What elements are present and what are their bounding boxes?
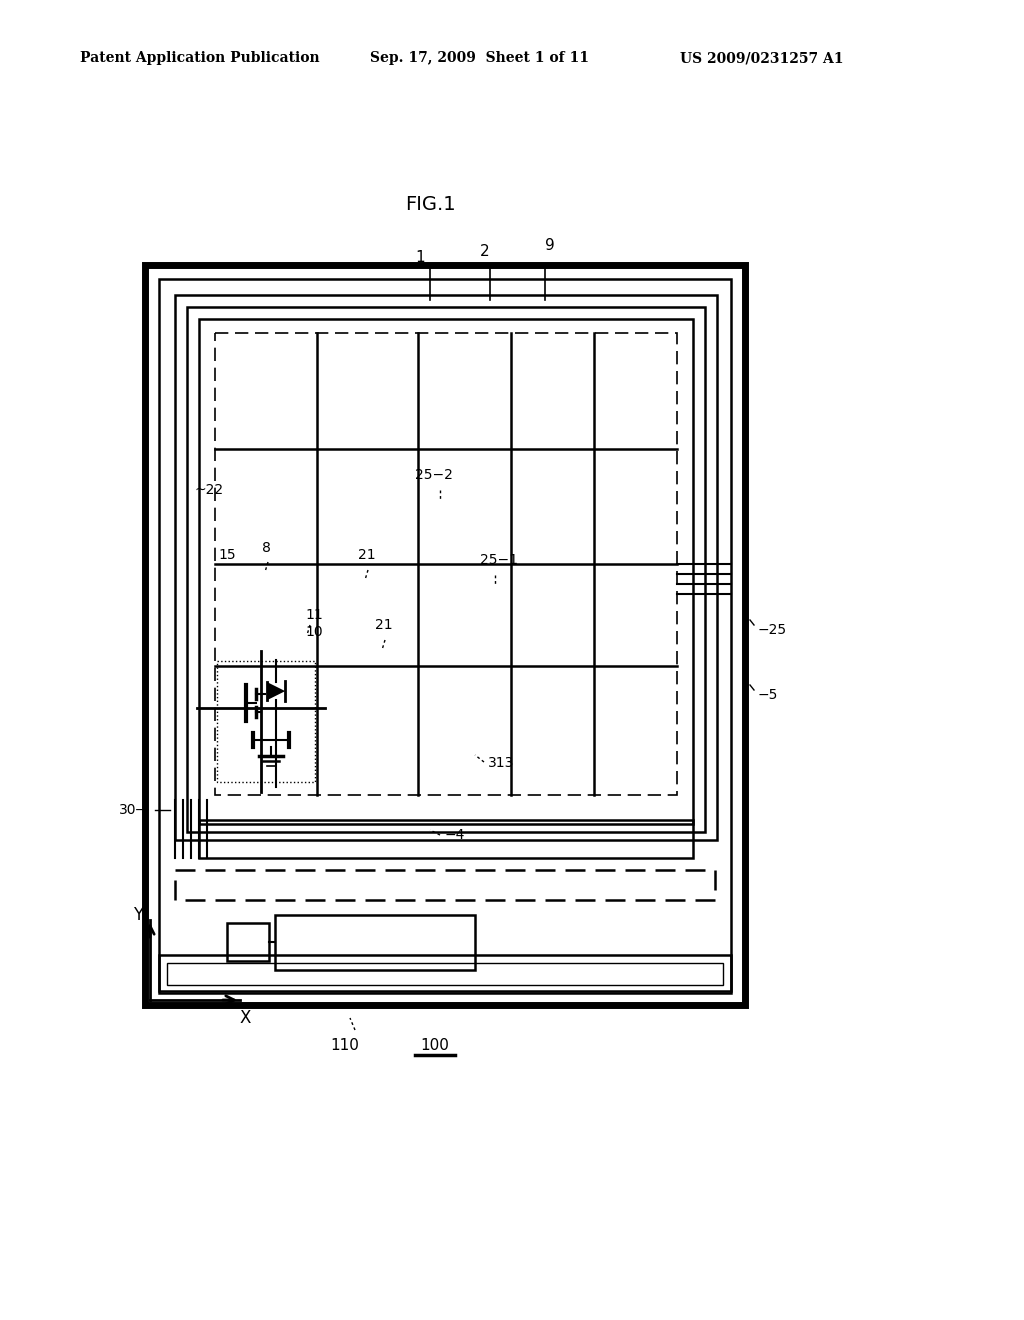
- Bar: [187, 308, 705, 832]
- Text: 10: 10: [305, 624, 323, 639]
- Text: ~22: ~22: [195, 483, 224, 498]
- Text: −4: −4: [445, 828, 465, 842]
- Text: 1: 1: [415, 251, 425, 265]
- Bar: [199, 820, 693, 858]
- Bar: [159, 954, 731, 993]
- Bar: [159, 279, 731, 991]
- Text: 8: 8: [262, 541, 271, 554]
- Text: 25−2: 25−2: [415, 469, 453, 482]
- Polygon shape: [267, 682, 285, 700]
- Text: 110: 110: [331, 1038, 359, 1052]
- Bar: [145, 265, 745, 1005]
- Bar: [167, 964, 723, 985]
- Text: 100: 100: [421, 1038, 450, 1052]
- Text: −25: −25: [758, 623, 787, 638]
- Text: 15: 15: [218, 548, 236, 562]
- Text: FIG.1: FIG.1: [404, 195, 456, 214]
- Text: 21: 21: [358, 548, 376, 562]
- Text: X: X: [240, 1008, 251, 1027]
- Bar: [199, 319, 693, 824]
- Bar: [215, 333, 677, 795]
- Text: 25−1: 25−1: [480, 553, 518, 568]
- Bar: [175, 294, 717, 840]
- Text: 21: 21: [375, 618, 392, 632]
- Text: 313: 313: [488, 756, 514, 770]
- Text: US 2009/0231257 A1: US 2009/0231257 A1: [680, 51, 844, 65]
- Text: 30—: 30—: [119, 803, 150, 817]
- Bar: [175, 870, 715, 900]
- Text: 2: 2: [480, 244, 489, 260]
- Text: −5: −5: [758, 688, 778, 702]
- Text: Y: Y: [133, 906, 143, 924]
- Bar: [217, 660, 314, 781]
- Text: 9: 9: [545, 238, 555, 252]
- Bar: [275, 915, 475, 970]
- Text: Patent Application Publication: Patent Application Publication: [80, 51, 319, 65]
- Bar: [227, 923, 269, 961]
- Text: 11: 11: [305, 609, 323, 622]
- Text: Sep. 17, 2009  Sheet 1 of 11: Sep. 17, 2009 Sheet 1 of 11: [370, 51, 589, 65]
